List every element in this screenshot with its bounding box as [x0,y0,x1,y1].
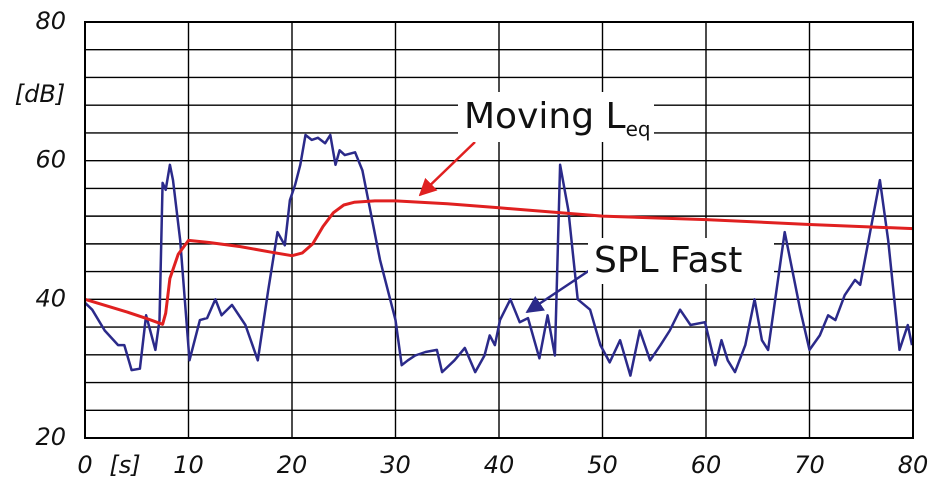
spl-arrow [525,268,591,314]
leq-arrow [418,141,476,197]
y-tick-label: 60 [35,146,66,174]
annotation-text: Moving L [464,96,626,137]
x-tick-label: 10 [173,451,204,479]
leq-annotation: Moving Leq [464,96,651,141]
x-axis-label: [s] [109,451,140,479]
x-tick-label: 40 [484,451,515,479]
series-line [84,133,914,377]
x-tick-label: 80 [898,451,929,479]
plot-frame [84,21,914,439]
lines [84,133,914,377]
x-tick-label: 60 [691,451,722,479]
label-bg [458,92,654,142]
grid [84,21,914,439]
x-tick-label: 30 [380,451,411,479]
y-tick-label: 80 [35,7,66,35]
x-tick-label: 0 [77,451,92,479]
spl-annotation: SPL Fast [594,240,742,281]
x-tick-label: 50 [587,451,618,479]
series-line [84,199,914,326]
annotation-subscript: eq [626,117,651,141]
label-bg [588,238,774,284]
y-axis-label: [dB] [15,80,65,108]
y-tick-label: 20 [35,423,66,451]
x-tick-label: 20 [277,451,308,479]
x-tick-label: 70 [794,451,825,479]
y-tick-label: 40 [35,284,66,312]
